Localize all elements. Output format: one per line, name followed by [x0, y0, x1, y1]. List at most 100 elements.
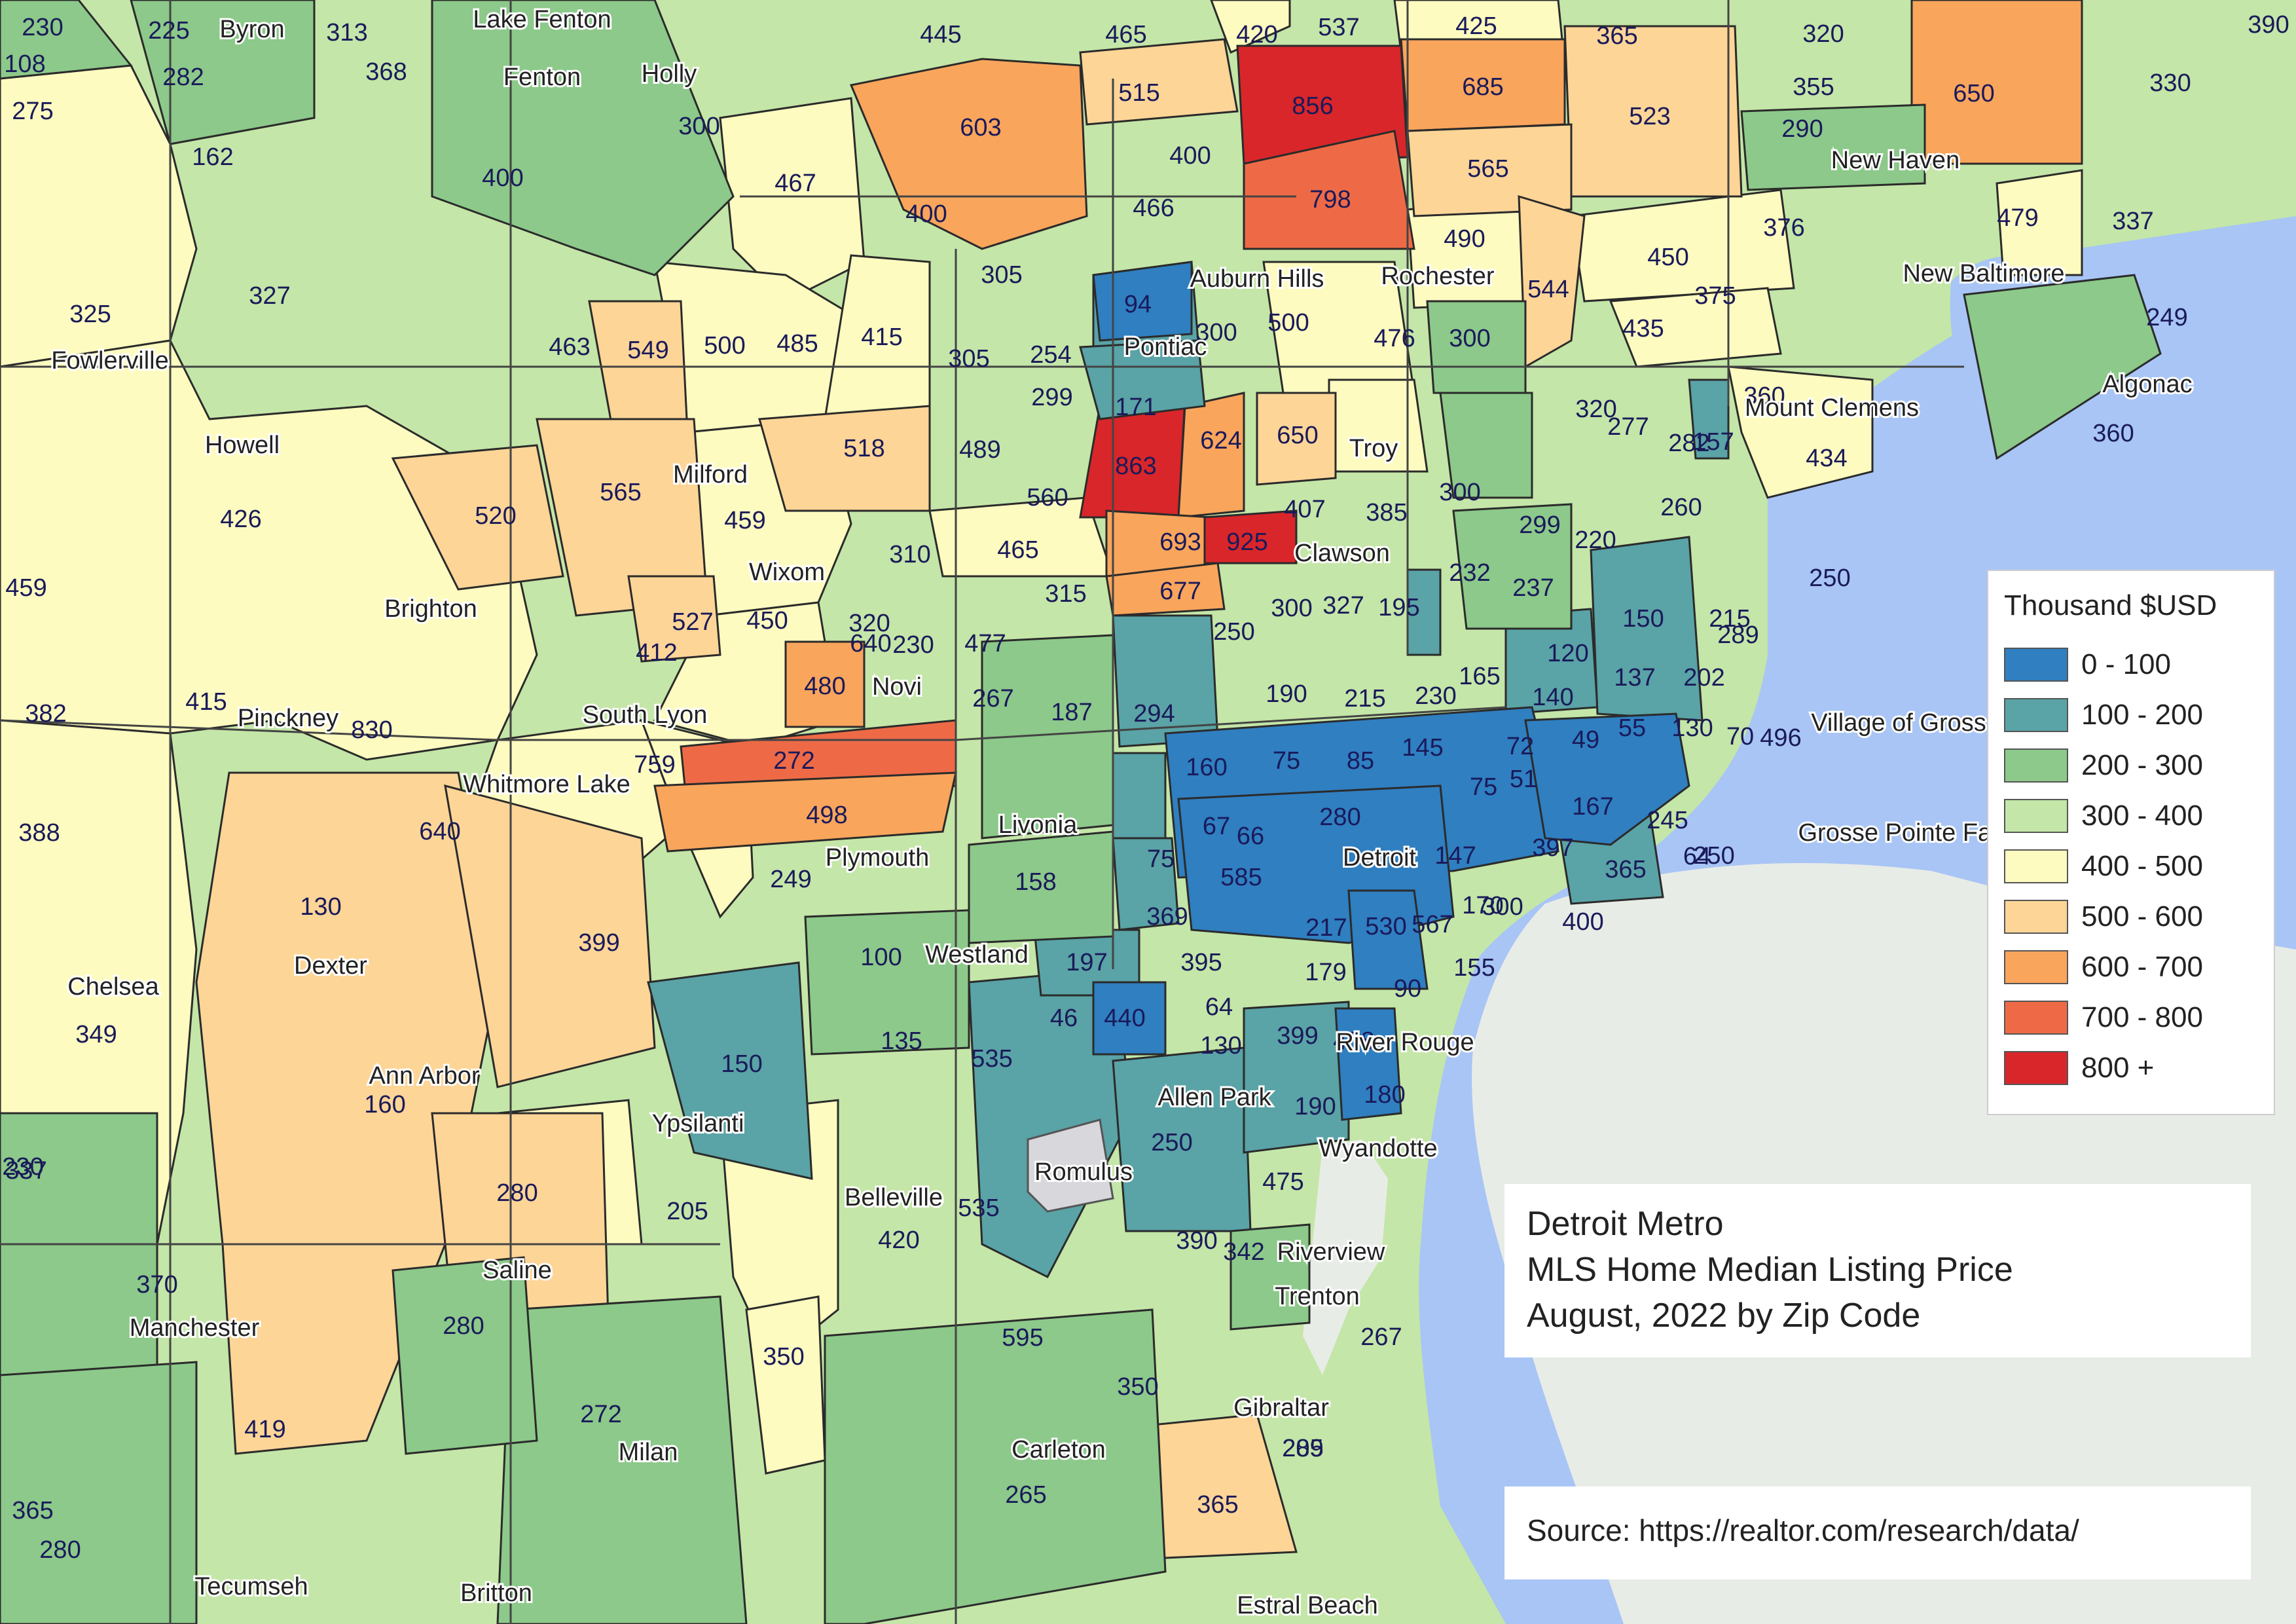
- zip-value-label: 280: [1319, 803, 1360, 831]
- zip-value-label: 520: [475, 502, 516, 530]
- zip-value-label: 245: [1647, 807, 1688, 834]
- zip-value-label: 232: [1449, 559, 1490, 587]
- place-label: Trenton: [1275, 1283, 1360, 1310]
- zip-value-label: 108: [4, 50, 45, 78]
- zip-value-label: 342: [1223, 1238, 1264, 1266]
- legend-label: 800 +: [2081, 1051, 2155, 1084]
- place-label: Belleville: [845, 1184, 943, 1211]
- zip-value-label: 419: [244, 1416, 285, 1443]
- zip-value-label: 46: [1050, 1005, 1078, 1032]
- place-label: Clawson: [1294, 540, 1390, 567]
- zip-value-label: 400: [482, 164, 523, 192]
- place-label: Pinckney: [238, 705, 338, 732]
- legend-item: 300 - 400: [2004, 790, 2258, 841]
- zip-value-label: 382: [25, 700, 66, 728]
- zip-value-label: 535: [958, 1194, 999, 1222]
- zip-value-label: 693: [1159, 528, 1201, 556]
- zip-value-label: 518: [843, 435, 884, 462]
- zip-value-label: 477: [964, 630, 1006, 657]
- zip-value-label: 440: [1104, 1005, 1145, 1032]
- zip-value-label: 313: [326, 19, 367, 46]
- zip-value-label: 320: [848, 610, 890, 637]
- zip-value-label: 135: [881, 1027, 922, 1055]
- zip-value-label: 230: [2, 1153, 43, 1181]
- zip-value-label: 327: [1322, 592, 1364, 619]
- zip-value-label: 370: [136, 1271, 177, 1299]
- zip-value-label: 249: [770, 866, 811, 893]
- zip-value-label: 272: [773, 747, 814, 775]
- zip-value-label: 220: [1575, 526, 1616, 554]
- place-label: New Baltimore: [1903, 260, 2064, 287]
- zip-value-label: 466: [1133, 194, 1174, 222]
- zip-value-label: 272: [580, 1401, 621, 1428]
- zip-value-label: 180: [1364, 1081, 1405, 1109]
- zip-value-label: 500: [704, 332, 745, 360]
- zip-value-label: 400: [905, 200, 947, 228]
- place-name-labels: Lake Fenton Byron Fenton Holly Fowlerville Ho…: [49, 4, 2194, 1621]
- zip-value-label: 420: [1236, 21, 1277, 48]
- place-label: Novi: [872, 673, 922, 701]
- zip-value-label: 187: [1051, 699, 1092, 726]
- zip-value-label: 360: [2092, 420, 2134, 447]
- zip-value-label: 856: [1292, 92, 1333, 120]
- zip-value-label: 250: [1213, 618, 1254, 646]
- zip-value-label: 230: [1415, 682, 1456, 710]
- zip-value-label: 67: [1203, 813, 1230, 840]
- zip-value-label: 407: [1284, 496, 1325, 523]
- zip-value-label: 390: [1176, 1227, 1217, 1255]
- zip-value-label: 375: [1694, 282, 1736, 310]
- zip-value-label: 560: [1027, 484, 1068, 511]
- zip-value-label: 476: [1374, 325, 1415, 352]
- zip-value-label: 415: [185, 688, 227, 716]
- place-label: Westland: [925, 941, 1029, 969]
- zip-value-label: 355: [1793, 73, 1834, 101]
- place-label: Village of Gross: [1811, 709, 1986, 737]
- zip-value-label: 305: [948, 345, 989, 373]
- zip-value-label: 120: [1547, 640, 1588, 667]
- zip-value-label: 300: [678, 113, 720, 140]
- place-label: Livonia: [998, 811, 1078, 839]
- zip-value-label: 230: [892, 631, 934, 659]
- place-label: Carleton: [1011, 1436, 1106, 1464]
- zip-value-label: 250: [1809, 564, 1850, 592]
- zip-value-label: 299: [1519, 511, 1560, 539]
- zip-value-label: 280: [39, 1536, 81, 1564]
- zip-value-label: 400: [1169, 142, 1211, 170]
- zip-value-label: 360: [1743, 382, 1785, 410]
- legend-swatch: [2004, 748, 2068, 783]
- place-label: Wyandotte: [1319, 1135, 1437, 1162]
- place-label: Allen Park: [1157, 1084, 1271, 1111]
- zip-value-label: 567: [1412, 911, 1453, 938]
- zip-value-label: 544: [1527, 276, 1569, 303]
- zip-value-label: 475: [1262, 1168, 1303, 1196]
- zip-value-label: 215: [1709, 605, 1750, 633]
- zip-value-label: 365: [1197, 1491, 1238, 1519]
- place-label: Ypsilanti: [652, 1110, 744, 1137]
- zip-value-label: 315: [1045, 580, 1086, 608]
- place-label: Dexter: [294, 952, 367, 980]
- zip-value-label: 565: [1467, 155, 1508, 183]
- zip-value-label: 150: [1622, 605, 1664, 633]
- zip-value-label: 300: [1195, 319, 1237, 346]
- zip-value-label: 299: [1031, 384, 1072, 411]
- zip-value-label: 66: [1237, 822, 1264, 850]
- place-label: Milan: [619, 1439, 678, 1466]
- zip-value-label: 390: [2248, 11, 2289, 39]
- legend-label: 200 - 300: [2081, 748, 2203, 781]
- zip-value-label: 685: [1462, 73, 1503, 101]
- zip-value-label: 280: [496, 1179, 538, 1207]
- legend-label: 700 - 800: [2081, 1001, 2203, 1033]
- zip-value-label: 434: [1806, 445, 1847, 472]
- zip-value-label: 230: [22, 14, 63, 41]
- zip-value-label: 798: [1309, 186, 1351, 213]
- legend-swatch: [2004, 849, 2068, 883]
- zip-value-label: 445: [920, 21, 961, 48]
- place-label: Wixom: [749, 559, 825, 586]
- zip-value-label: 650: [1953, 80, 1994, 107]
- zip-value-label: 130: [300, 893, 341, 921]
- zip-value-label: 395: [1180, 949, 1222, 976]
- zip-value-label: 624: [1200, 427, 1241, 454]
- map-title-box: Detroit Metro MLS Home Median Listing Pr…: [1504, 1184, 2251, 1357]
- place-label: Britton: [460, 1579, 532, 1607]
- zip-value-label: 426: [220, 506, 261, 533]
